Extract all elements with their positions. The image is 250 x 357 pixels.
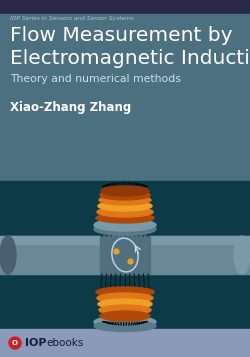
Ellipse shape [94, 222, 156, 236]
Bar [0, 0, 250, 14]
Bar [0, 329, 250, 357]
Bar [0, 181, 250, 329]
Ellipse shape [0, 236, 16, 274]
Bar [0, 236, 250, 274]
Ellipse shape [97, 207, 153, 217]
Ellipse shape [96, 213, 154, 223]
Ellipse shape [96, 287, 154, 297]
Text: Xiao-Zhang Zhang: Xiao-Zhang Zhang [10, 101, 131, 114]
Ellipse shape [97, 293, 153, 303]
Ellipse shape [234, 236, 250, 274]
Ellipse shape [94, 219, 156, 231]
Ellipse shape [100, 190, 150, 200]
Text: Theory and numerical methods: Theory and numerical methods [10, 74, 181, 84]
Ellipse shape [94, 316, 156, 328]
Ellipse shape [100, 311, 150, 321]
Ellipse shape [98, 201, 152, 211]
Text: Electromagnetic Induction: Electromagnetic Induction [10, 49, 250, 68]
Text: IOP: IOP [25, 338, 46, 348]
Text: Flow Measurement by: Flow Measurement by [10, 26, 232, 45]
Ellipse shape [98, 299, 152, 309]
Ellipse shape [99, 195, 151, 205]
Text: O: O [12, 340, 18, 346]
Text: ebooks: ebooks [46, 338, 84, 348]
Bar [0, 236, 250, 244]
Text: IOP Series in Sensors and Sensor Systems: IOP Series in Sensors and Sensor Systems [10, 16, 134, 21]
Bar [0, 14, 250, 181]
Bar [100, 236, 150, 274]
Ellipse shape [99, 305, 151, 315]
Ellipse shape [234, 239, 250, 271]
Ellipse shape [101, 186, 149, 196]
Circle shape [9, 337, 21, 349]
Ellipse shape [94, 321, 156, 332]
